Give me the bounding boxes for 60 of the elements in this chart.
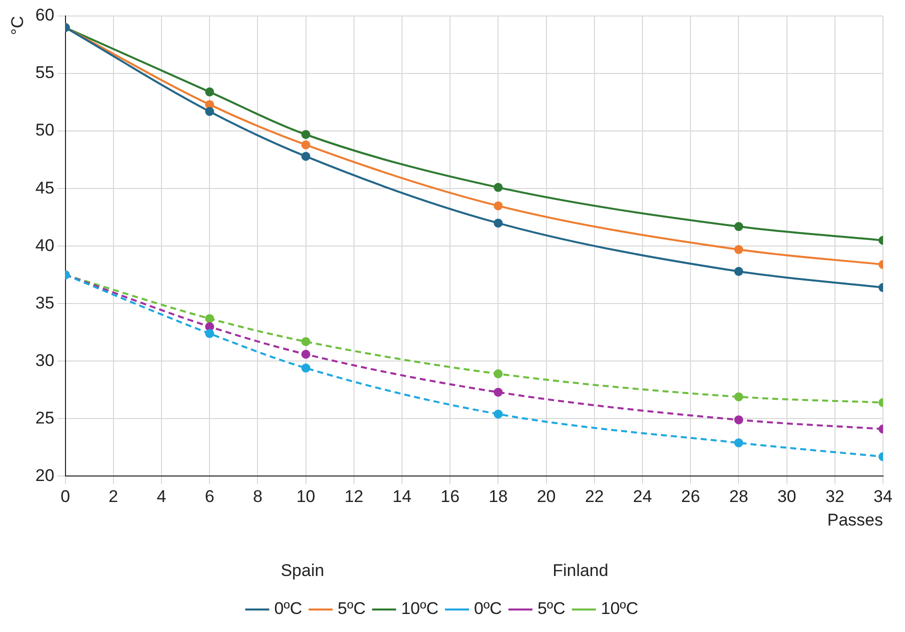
point bbox=[734, 245, 744, 254]
point bbox=[494, 182, 503, 192]
point bbox=[205, 314, 214, 324]
point bbox=[205, 322, 214, 332]
point bbox=[301, 152, 310, 161]
point bbox=[734, 415, 744, 424]
legend-label: 5ºC bbox=[537, 599, 566, 618]
y-tick-label: 55 bbox=[35, 63, 54, 82]
point bbox=[301, 130, 310, 139]
y-axis-title: °C bbox=[8, 16, 27, 36]
text: Finland bbox=[552, 560, 608, 580]
x-tick-label: 10 bbox=[296, 487, 316, 506]
x-tick-label: 0 bbox=[60, 487, 70, 506]
y-tick-label: 25 bbox=[35, 408, 54, 428]
x-tick-label: 24 bbox=[633, 487, 652, 506]
x-tick-label: 12 bbox=[344, 487, 364, 506]
text: Spain bbox=[280, 560, 324, 580]
x-tick-label: 22 bbox=[584, 487, 604, 506]
x-tick-label: 28 bbox=[729, 487, 748, 506]
x-tick-label: 6 bbox=[204, 487, 214, 506]
point bbox=[734, 266, 744, 276]
point bbox=[494, 388, 503, 397]
point bbox=[494, 201, 503, 210]
y-tick-label: 40 bbox=[35, 236, 54, 255]
x-tick-label: 26 bbox=[681, 487, 700, 506]
point bbox=[734, 222, 744, 232]
legend-label: 10ºC bbox=[600, 599, 638, 618]
x-tick-label: 16 bbox=[440, 487, 460, 506]
legend-label: 0ºC bbox=[474, 599, 502, 618]
x-tick-label: 14 bbox=[392, 487, 412, 506]
x-tick-label: 20 bbox=[536, 487, 556, 506]
y-tick-label: 45 bbox=[35, 178, 54, 198]
point bbox=[494, 410, 503, 419]
legend-label: 5ºC bbox=[338, 599, 366, 618]
y-tick-label: 35 bbox=[35, 293, 54, 312]
point bbox=[205, 106, 214, 116]
y-tick-label: 50 bbox=[35, 120, 54, 140]
legend-label: 0ºC bbox=[274, 599, 302, 618]
x-tick-label: 8 bbox=[252, 487, 262, 506]
point bbox=[494, 218, 503, 228]
point bbox=[301, 337, 310, 346]
x-tick-label: 18 bbox=[488, 487, 508, 506]
y-tick-label: 20 bbox=[35, 466, 54, 485]
point bbox=[301, 140, 310, 150]
legend-label: 10ºC bbox=[401, 599, 439, 618]
x-tick-label: 2 bbox=[108, 487, 118, 506]
point bbox=[205, 87, 214, 96]
point bbox=[494, 369, 503, 378]
x-axis-title: Passes bbox=[827, 510, 883, 530]
y-tick-label: 30 bbox=[35, 350, 54, 370]
y-tick-label: 60 bbox=[35, 6, 54, 25]
point bbox=[205, 329, 214, 338]
point bbox=[734, 392, 744, 402]
x-tick-label: 30 bbox=[777, 487, 796, 506]
point bbox=[734, 438, 744, 448]
x-tick-label: 34 bbox=[874, 487, 892, 506]
x-tick-label: 4 bbox=[156, 487, 166, 506]
point bbox=[301, 350, 310, 359]
point bbox=[301, 364, 310, 373]
x-tick-label: 32 bbox=[825, 487, 844, 506]
